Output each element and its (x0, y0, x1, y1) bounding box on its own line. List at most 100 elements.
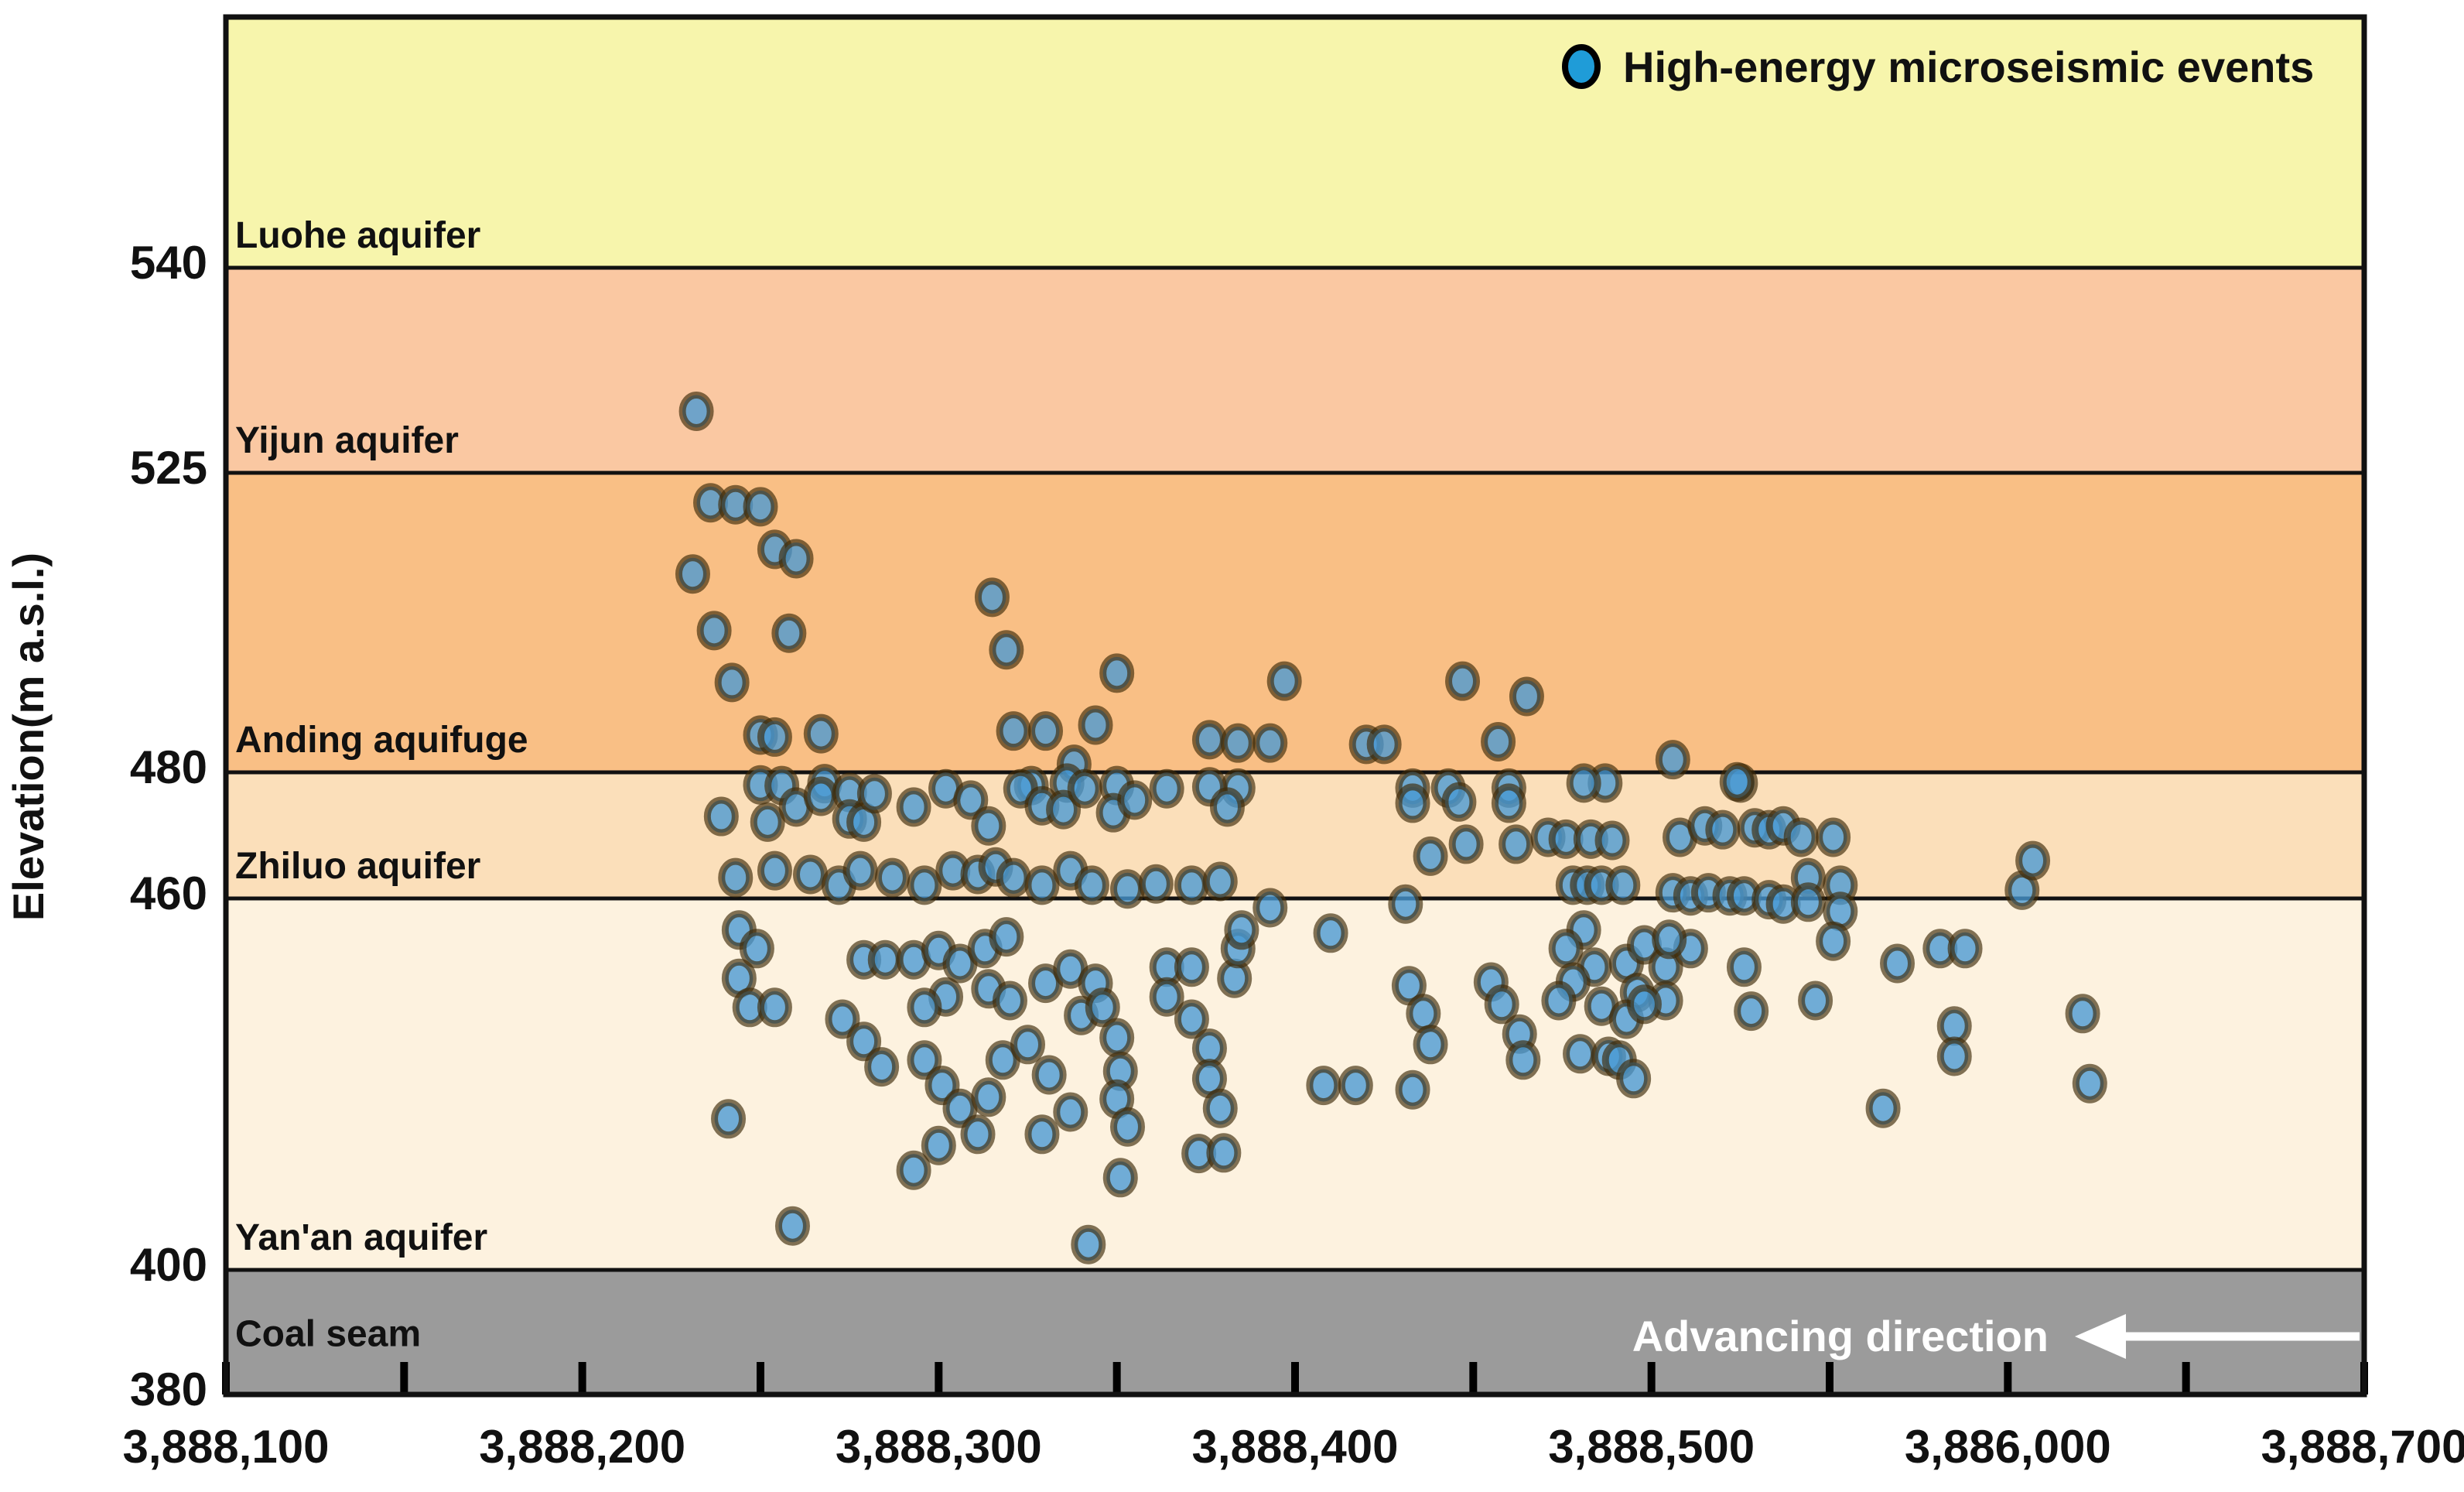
scatter-point (985, 1040, 1020, 1080)
y-axis-title: Elevation(m a.s.l.) (4, 553, 53, 921)
scatter-point (1626, 984, 1662, 1025)
scatter-point (1395, 783, 1430, 823)
scatter-point (1391, 966, 1427, 1006)
band-label-yijun-aquifer: Yijun aquifer (235, 420, 459, 461)
scatter-point (1149, 977, 1184, 1017)
band-yijun-aquifer (226, 268, 2364, 473)
scatter-point (942, 1088, 978, 1128)
scatter-point (1388, 884, 1423, 924)
scatter-points (675, 392, 2107, 1264)
scatter-point (1594, 820, 1630, 861)
scatter-point (953, 780, 989, 820)
advancing-arrow-head-icon (2075, 1314, 2126, 1359)
y-tick-label-400: 400 (130, 1239, 207, 1291)
scatter-point (1024, 865, 1060, 905)
scatter-point (803, 776, 839, 816)
scatter-point (2015, 840, 2051, 881)
scatter-point (1109, 869, 1145, 909)
scatter-point (1078, 705, 1113, 745)
scatter-point (992, 980, 1027, 1021)
scatter-point (960, 1114, 996, 1155)
x-tick-label-3888300: 3,888,300 (836, 1421, 1042, 1473)
scatter-point (1734, 991, 1769, 1032)
scatter-point (907, 1040, 942, 1080)
scatter-point (1209, 787, 1245, 827)
scatter-point (1191, 720, 1227, 760)
scatter-point (1499, 824, 1534, 864)
scatter-point (1505, 1040, 1541, 1080)
scatter-point (825, 999, 860, 1039)
scatter-point (1253, 888, 1288, 928)
scatter-point (1099, 1018, 1135, 1058)
scatter-point (867, 939, 903, 980)
y-tick-label-525: 525 (130, 442, 207, 494)
scatter-point (771, 613, 807, 653)
scatter-point (1726, 947, 1762, 987)
x-tick-label-3886000: 3,886,000 (1905, 1421, 2111, 1473)
scatter-point (1306, 1066, 1341, 1106)
scatter-point (803, 713, 839, 754)
scatter-point (1947, 929, 1983, 969)
scatter-point (1790, 882, 1826, 922)
scatter-point (1395, 1069, 1430, 1110)
scatter-point (750, 802, 785, 842)
scatter-point (1445, 661, 1481, 701)
scatter-point (1406, 994, 1441, 1034)
scatter-point (2072, 1063, 2107, 1104)
scatter-point (1509, 676, 1544, 717)
band-luohe-aquifer (226, 17, 2364, 268)
scatter-point (1220, 723, 1256, 763)
scatter-point (921, 1125, 956, 1165)
band-label-anding-aquifuge: Anding aquifuge (235, 720, 528, 761)
scatter-point (864, 1047, 900, 1087)
scatter-point (1046, 789, 1082, 830)
y-tick-label-480: 480 (130, 741, 207, 793)
scatter-point (907, 865, 942, 905)
band-yan-an-aquifer (226, 898, 2364, 1270)
scatter-point (896, 787, 931, 827)
scatter-point (757, 717, 792, 757)
scatter-point (1071, 1224, 1106, 1264)
scatter-point (1085, 987, 1120, 1028)
scatter-point (996, 711, 1031, 751)
scatter-point (1481, 721, 1516, 761)
scatter-point (1816, 817, 1851, 857)
scatter-point (1936, 1036, 1972, 1076)
scatter-point (1010, 1025, 1045, 1065)
scatter-point (714, 662, 750, 703)
scatter-point (1224, 910, 1259, 950)
scatter-point (1067, 768, 1102, 809)
advancing-direction: Advancing direction (1632, 1312, 2360, 1360)
scatter-point (718, 857, 754, 898)
scatter-point (1413, 836, 1448, 876)
scatter-point (1816, 921, 1851, 961)
scatter-point (1605, 865, 1641, 905)
scatter-point (1655, 740, 1690, 780)
scatter-point (778, 539, 814, 579)
aquifer-bands (226, 17, 2364, 1394)
scatter-point (711, 1099, 747, 1139)
legend-label: High-energy microseismic events (1623, 43, 2314, 91)
scatter-point (1031, 1055, 1067, 1095)
scatter-point (1798, 980, 1833, 1021)
scatter-point (1491, 783, 1526, 823)
axis-ticks-and-labels: 540 525 480 460 400 380 3,888,100 3,888,200 3,88… (123, 237, 2464, 1473)
scatter-point (874, 857, 910, 898)
scatter-point (696, 611, 732, 651)
scatter-point (1174, 865, 1209, 905)
scatter-point (989, 917, 1024, 957)
scatter-point (1548, 929, 1584, 969)
x-tick-label-3888400: 3,888,400 (1192, 1421, 1399, 1473)
advancing-label: Advancing direction (1632, 1312, 2049, 1360)
scatter-point (856, 774, 892, 814)
scatter-point (739, 929, 774, 969)
scatter-point (1566, 763, 1601, 803)
scatter-point (1313, 913, 1348, 953)
scatter-point (842, 850, 878, 891)
scatter-point (792, 854, 828, 895)
scatter-point (1338, 1066, 1373, 1106)
scatter-point (1366, 724, 1402, 765)
scatter-point (1202, 1088, 1238, 1128)
scatter-point (1616, 1059, 1652, 1099)
